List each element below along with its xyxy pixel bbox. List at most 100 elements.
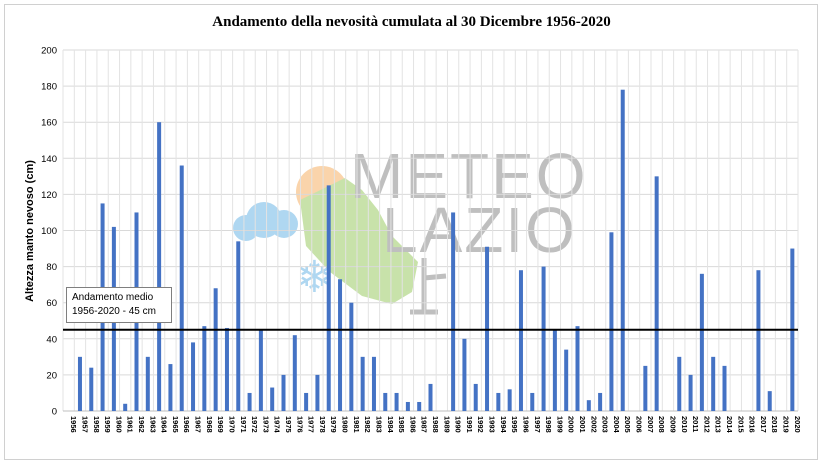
x-tick-label: 1972 [250, 416, 259, 433]
x-tick-label: 1996 [521, 416, 530, 433]
bar [711, 356, 716, 411]
x-tick-label: 1958 [92, 416, 101, 433]
bar [371, 356, 376, 411]
bar [281, 374, 286, 411]
y-tick-labels: 0 20 40 60 80 100 120 140 160 180 200 [41, 46, 57, 418]
x-tick-labels: 1956 1957 1958 1959 1960 1961 1962 1963 1964 1965… [69, 416, 802, 434]
bar [518, 270, 523, 411]
bar [326, 185, 331, 411]
bar [157, 122, 162, 411]
bar [473, 383, 478, 411]
x-tick-label: 1961 [126, 416, 135, 433]
y-tick-label: 80 [46, 262, 57, 273]
chart-frame [4, 4, 818, 460]
bar [451, 212, 456, 411]
x-tick-label: 2016 [748, 416, 757, 433]
bar [202, 326, 207, 411]
bar [360, 356, 365, 411]
y-tick-label: 0 [52, 407, 57, 418]
x-tick-label: 2003 [601, 416, 610, 433]
y-axis-label: Altezza manto nevoso (cm) [24, 160, 36, 302]
bar [89, 367, 94, 411]
x-tick-label: 2020 [793, 416, 802, 433]
bar [564, 349, 569, 411]
bar [224, 327, 229, 411]
bar [677, 356, 682, 411]
bar [643, 365, 648, 411]
watermark-text-meteo: METEO [350, 140, 588, 212]
x-tick-label: 1969 [216, 416, 225, 433]
x-tick-label: 2019 [782, 416, 791, 433]
x-tick-label: 1998 [544, 416, 553, 433]
average-annotation-line2: 1956-2020 - 45 cm [72, 306, 156, 317]
bar [292, 335, 297, 411]
x-tick-label: 2006 [635, 416, 644, 433]
x-tick-label: 1978 [318, 416, 327, 433]
watermark-cloud-part [233, 215, 259, 241]
y-tick-label: 200 [41, 46, 57, 57]
x-tick-label: 1963 [148, 416, 157, 433]
bar [304, 392, 309, 411]
y-tick-label: 160 [41, 118, 57, 129]
bar [405, 401, 410, 411]
x-tick-label: 1968 [205, 416, 214, 433]
x-tick-label: 1970 [227, 416, 236, 433]
x-tick-label: 1986 [408, 416, 417, 433]
bar [417, 401, 422, 411]
x-tick-label: 2009 [668, 416, 677, 433]
x-tick-label: 1956 [69, 416, 78, 433]
x-tick-label: 2014 [725, 416, 734, 434]
bar [236, 241, 241, 411]
x-tick-label: 1976 [295, 416, 304, 433]
bar [575, 326, 580, 411]
bar [586, 400, 591, 411]
y-tick-label: 20 [46, 370, 57, 381]
x-tick-label: 1973 [261, 416, 270, 433]
x-tick-label: 1989 [442, 416, 451, 433]
x-tick-label: 1971 [239, 416, 248, 433]
x-tick-label: 2013 [714, 416, 723, 433]
x-tick-label: 1988 [431, 416, 440, 433]
x-tick-label: 2018 [770, 416, 779, 433]
x-tick-label: 2011 [691, 416, 700, 432]
x-tick-label: 1985 [397, 416, 406, 433]
chart-title: Andamento della nevosità cumulata al 30 … [212, 14, 611, 30]
bar [699, 273, 704, 411]
bar [530, 392, 535, 411]
x-tick-label: 1982 [363, 416, 372, 433]
y-tick-label: 140 [41, 154, 57, 165]
bar [179, 165, 184, 411]
bar [315, 374, 320, 411]
x-tick-label: 1997 [533, 416, 542, 433]
x-tick-label: 1962 [137, 416, 146, 433]
x-tick-label: 1965 [171, 416, 180, 433]
bar [722, 365, 727, 411]
x-tick-label: 2008 [657, 416, 666, 433]
x-tick-label: 1964 [160, 416, 169, 434]
x-tick-label: 1966 [182, 416, 191, 433]
x-tick-label: 1983 [374, 416, 383, 433]
bar [428, 383, 433, 411]
bar [168, 364, 173, 411]
x-tick-label: 2010 [680, 416, 689, 433]
bar [496, 392, 501, 411]
x-tick-label: 2017 [759, 416, 768, 433]
bar [394, 392, 399, 411]
x-tick-label: 1960 [114, 416, 123, 433]
x-tick-label: 2004 [612, 416, 621, 434]
x-tick-label: 1957 [80, 416, 89, 433]
x-tick-label: 1984 [386, 416, 395, 434]
x-tick-label: 2002 [589, 416, 598, 433]
bar [77, 356, 82, 411]
bar [756, 270, 761, 411]
bar [270, 387, 275, 411]
bar [145, 356, 150, 411]
x-tick-label: 1993 [488, 416, 497, 433]
bar [541, 266, 546, 411]
bar [598, 392, 603, 411]
bar [767, 391, 772, 411]
y-tick-label: 100 [41, 226, 57, 237]
x-tick-label: 2015 [736, 416, 745, 433]
bar [507, 389, 512, 411]
